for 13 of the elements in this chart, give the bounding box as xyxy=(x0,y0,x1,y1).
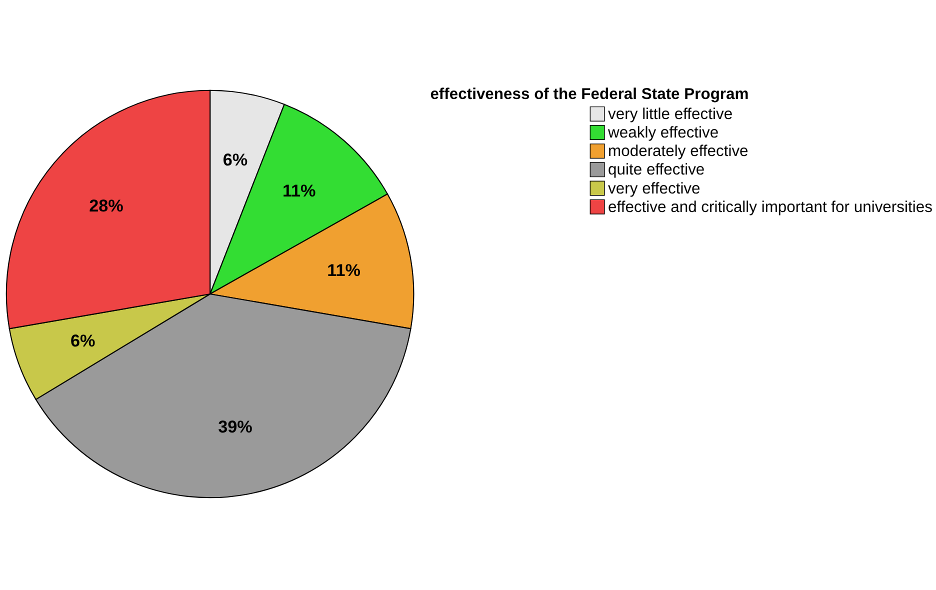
data-label: 11% xyxy=(327,260,361,280)
legend-title: effectiveness of the Federal State Program xyxy=(430,86,749,103)
legend-label: weakly effective xyxy=(607,124,719,142)
legend-label: quite effective xyxy=(608,162,705,179)
data-label: 11% xyxy=(282,180,316,201)
data-label: 6% xyxy=(222,150,248,170)
legend-label: effective and critically important for universities xyxy=(608,198,933,216)
legend-label: moderately effective xyxy=(608,143,749,160)
data-label: 6% xyxy=(70,330,96,351)
legend-label: very effective xyxy=(608,180,701,198)
legend-label: very little effective xyxy=(608,106,733,123)
data-label: 28% xyxy=(89,196,124,216)
data-label: 39% xyxy=(218,416,252,436)
